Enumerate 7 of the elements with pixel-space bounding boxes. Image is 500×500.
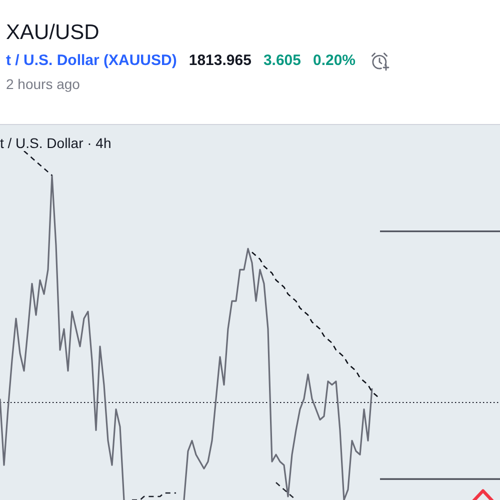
text: 1813.965 xyxy=(188,52,252,70)
annotation: t / U.S. Dollar · 4h xyxy=(0,135,112,151)
text: 3.605 xyxy=(263,52,301,70)
chart-title: XAU/USD xyxy=(6,21,100,45)
text: 2 hours ago xyxy=(6,76,80,92)
text: 0.20% xyxy=(312,52,356,70)
chart-subtitle: t / U.S. Dollar (XAUUSD) xyxy=(6,52,177,70)
